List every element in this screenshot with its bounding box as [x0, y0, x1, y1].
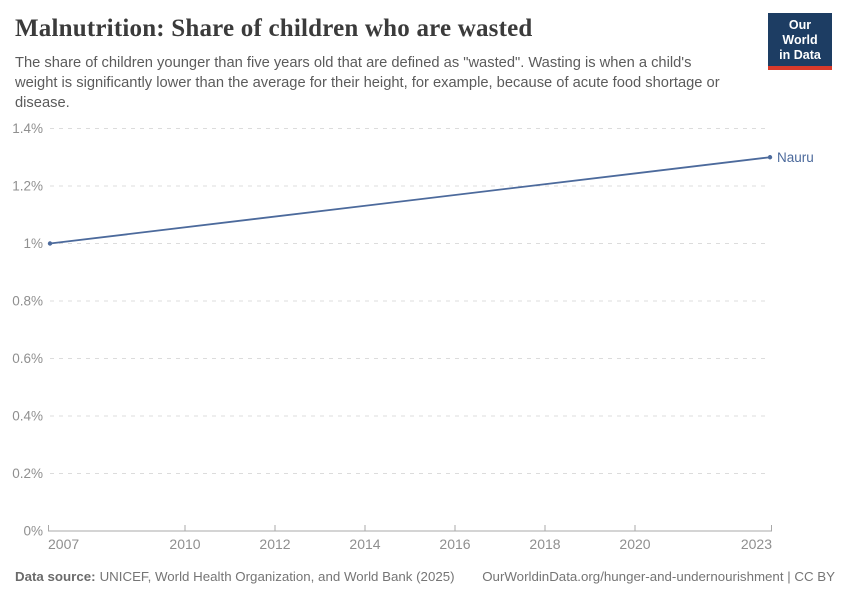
y-axis-tick-label: 0%	[23, 524, 43, 539]
x-axis-tick-label: 2023	[741, 536, 772, 552]
owid-logo[interactable]: Our World in Data	[768, 13, 832, 71]
x-axis-tick-label: 2014	[349, 536, 380, 552]
x-axis-tick-label: 2018	[529, 536, 560, 552]
series-label[interactable]: Nauru	[777, 150, 814, 165]
data-line[interactable]	[49, 156, 771, 245]
x-axis-tick-label: 2020	[619, 536, 650, 552]
y-axis-tick-label: 0.4%	[12, 409, 43, 424]
x-axis-tick-label: 2007	[48, 536, 79, 552]
x-axis-tick-label: 2016	[439, 536, 470, 552]
y-axis-tick-label: 1.2%	[12, 179, 43, 194]
data-point[interactable]	[47, 241, 53, 246]
credit-link[interactable]: OurWorldinData.org/hunger-and-undernouri…	[482, 569, 835, 584]
chart-footer: Data source: UNICEF, World Health Organiz…	[15, 569, 835, 584]
y-axis-tick-label: 1%	[23, 236, 43, 251]
y-axis-tick-label: 0.8%	[12, 294, 43, 309]
x-axis-tick-label: 2012	[259, 536, 290, 552]
owid-logo-line2: in Data	[779, 47, 821, 62]
page-title: Malnutrition: Share of children who are …	[15, 15, 533, 42]
chart-subtitle: The share of children younger than five …	[15, 55, 720, 111]
data-point[interactable]	[767, 155, 773, 160]
data-source-text: UNICEF, World Health Organization, and W…	[99, 569, 455, 584]
y-axis-tick-label: 1.4%	[12, 121, 43, 136]
y-axis-tick-label: 0.2%	[12, 466, 43, 481]
owid-logo-line1: Our World	[782, 18, 818, 47]
y-axis-tick-label: 0.6%	[12, 351, 43, 366]
data-source-label: Data source:	[15, 569, 96, 584]
x-axis-tick-label: 2010	[169, 536, 200, 552]
data-source: Data source: UNICEF, World Health Organiz…	[15, 569, 455, 584]
